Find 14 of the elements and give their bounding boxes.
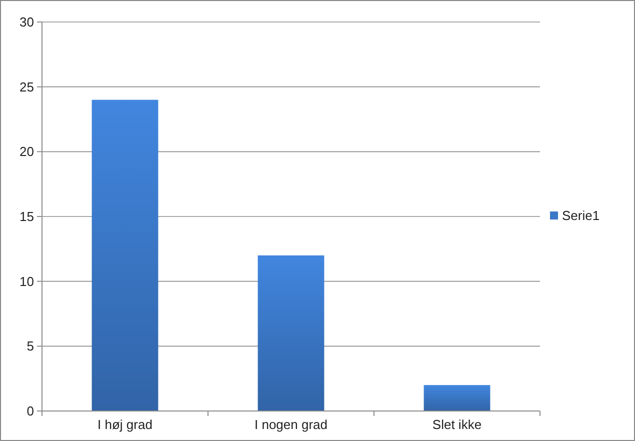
x-tick-label: Slet ikke	[432, 417, 482, 432]
x-tick-label: I høj grad	[98, 417, 152, 432]
bar	[92, 100, 158, 411]
y-tick-label: 0	[26, 404, 34, 419]
bar	[258, 255, 324, 411]
y-tick-label: 20	[20, 144, 34, 160]
y-tick-label: 5	[26, 338, 34, 354]
y-tick-label: 15	[20, 209, 34, 224]
legend-label: Serie1	[562, 208, 600, 224]
y-tick-label: 25	[20, 79, 34, 94]
y-tick-label: 10	[20, 274, 34, 289]
y-tick-label: 30	[20, 14, 34, 30]
bar	[424, 385, 490, 411]
x-tick-label: I nogen grad	[254, 417, 328, 432]
